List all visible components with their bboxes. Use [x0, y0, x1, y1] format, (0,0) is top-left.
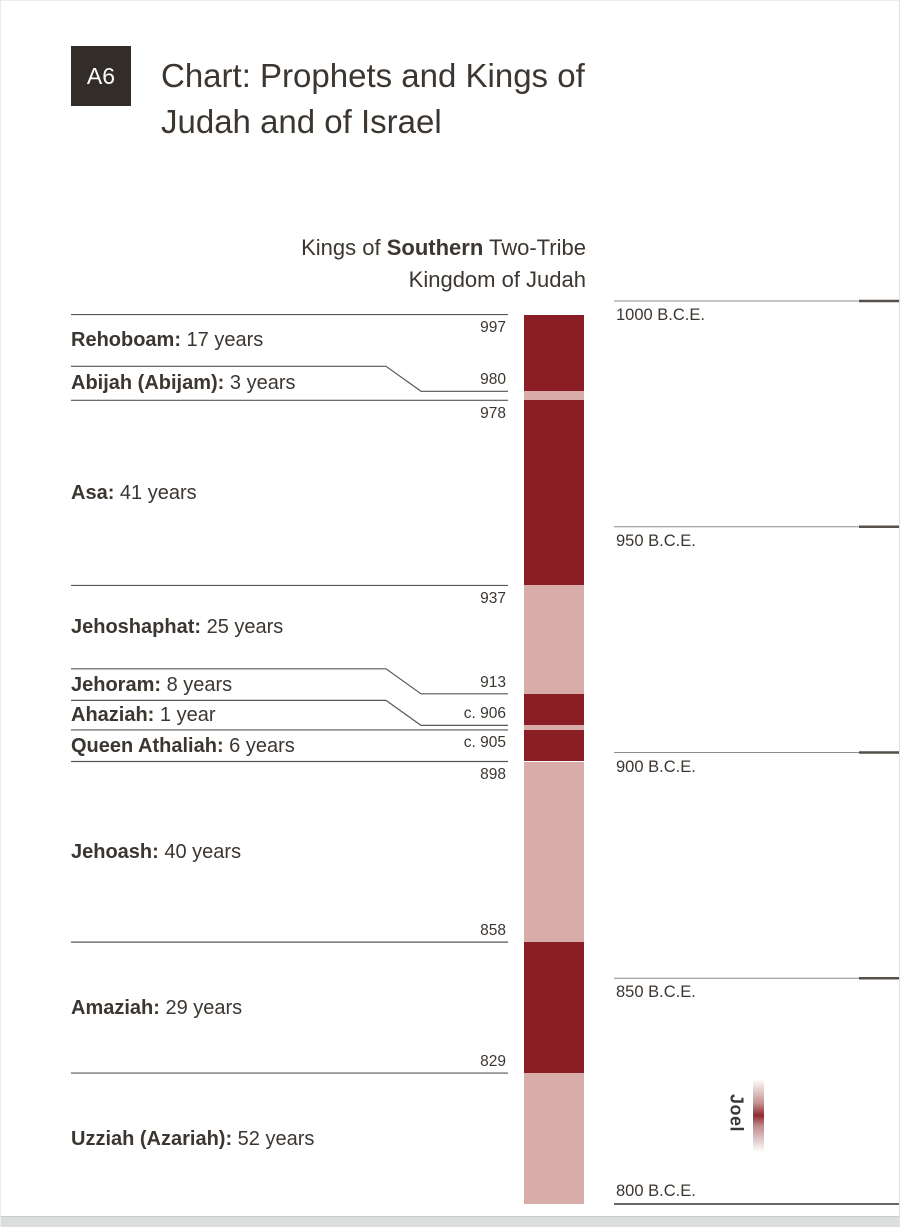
king-reign-length: 8 years: [161, 673, 233, 696]
page-title-line1: Chart: Prophets and Kings of: [161, 57, 585, 94]
page-bottom-edge: [1, 1216, 899, 1227]
axis-tick-label: 900 B.C.E.: [616, 757, 696, 776]
king-name: Abijah (Abijam):: [71, 372, 225, 395]
subtitle-pre: Kings of: [301, 235, 387, 260]
timeline-bar-segment: [524, 693, 584, 726]
timeline-bar-segment: [524, 729, 584, 762]
king-label: Asa: 41 years: [71, 482, 501, 504]
king-name: Ahaziah:: [71, 704, 155, 727]
reign-start-year: 978: [480, 404, 506, 422]
timeline-bar-segment: [524, 725, 584, 730]
reign-start-year: 898: [480, 766, 506, 783]
page-title-line2: Judah and of Israel: [161, 103, 442, 140]
king-reign-length: 52 years: [232, 1127, 315, 1150]
king-label: Queen Athaliah: 6 years: [71, 735, 501, 757]
reign-start-year: 858: [480, 922, 506, 940]
king-name: Asa:: [71, 481, 115, 504]
king-reign-length: 40 years: [158, 840, 242, 863]
king-reign-length: 6 years: [223, 734, 295, 757]
chart-subtitle-line2: Kingdom of Judah: [408, 267, 586, 292]
king-label: Jehoash: 40 years: [71, 841, 501, 863]
timeline-bar-segment: [524, 585, 584, 694]
chart-subtitle-line1: Kings of Southern Two-Tribe: [201, 232, 586, 264]
timeline-bar-segment: [524, 761, 584, 943]
reign-start-year: 997: [480, 319, 506, 336]
reign-start-year: 980: [480, 371, 506, 389]
reign-start-year: 913: [480, 673, 506, 691]
subtitle-post: Two-Tribe: [483, 235, 586, 260]
king-name: Queen Athaliah:: [71, 734, 224, 757]
timeline-bar-segment: [524, 1073, 584, 1204]
king-reign-length: 29 years: [159, 996, 243, 1019]
king-label: Rehoboam: 17 years: [71, 329, 501, 351]
axis-tick-label: 950 B.C.E.: [616, 531, 696, 550]
king-name: Jehoshaphat:: [71, 616, 202, 639]
king-label: Amaziah: 29 years: [71, 997, 501, 1019]
page-title: Chart: Prophets and Kings of Judah and o…: [161, 53, 585, 145]
king-reign-length: 3 years: [224, 372, 296, 395]
king-reign-length: 41 years: [114, 481, 197, 504]
king-reign-length: 1 year: [154, 704, 216, 727]
king-name: Rehoboam:: [71, 329, 181, 352]
king-name: Amaziah:: [71, 996, 160, 1019]
appendix-badge: A6: [71, 46, 131, 106]
reign-start-year: 937: [480, 589, 506, 607]
king-label: Uzziah (Azariah): 52 years: [71, 1128, 501, 1150]
reign-start-year: 829: [480, 1053, 506, 1071]
timeline-bar-segment: [524, 391, 584, 401]
prophet-joel-label: Joel: [726, 1093, 747, 1133]
king-name: Uzziah (Azariah):: [71, 1127, 233, 1150]
king-reign-length: 25 years: [201, 616, 284, 639]
timeline-bar-segment: [524, 314, 584, 392]
king-reign-length: 17 years: [181, 329, 264, 352]
king-label: Jehoshaphat: 25 years: [71, 616, 501, 638]
chart-subtitle: Kings of Southern Two-Tribe Kingdom of J…: [201, 232, 586, 296]
axis-tick-label: 1000 B.C.E.: [616, 306, 705, 324]
reign-start-year: c. 906: [463, 705, 506, 723]
subtitle-bold: Southern: [386, 235, 484, 260]
reign-start-year: c. 905: [463, 734, 506, 752]
prophet-joel-gradient-bar: [753, 1079, 764, 1152]
axis-tick-label: 800 B.C.E.: [616, 1182, 696, 1200]
timeline-bar-segment: [524, 400, 584, 586]
king-name: Jehoram:: [71, 673, 162, 696]
king-name: Jehoash:: [71, 840, 159, 863]
axis-tick-label: 850 B.C.E.: [616, 983, 696, 1002]
timeline-bar-segment: [524, 942, 584, 1073]
